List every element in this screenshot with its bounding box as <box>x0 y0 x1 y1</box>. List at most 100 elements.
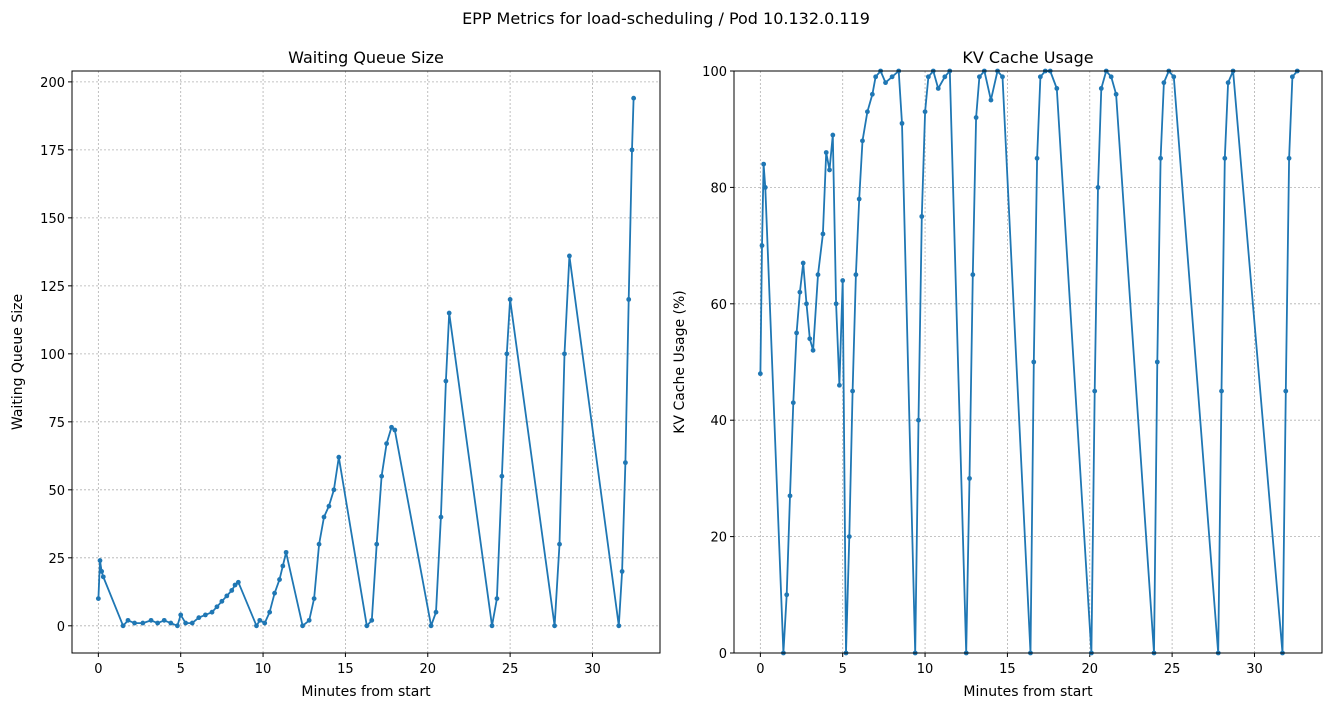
waiting-queue-data-point <box>389 424 394 430</box>
waiting-queue-panel: Waiting Queue Size Minutes from start Wa… <box>10 48 661 700</box>
kv-cache-data-point <box>1034 155 1040 161</box>
waiting-queue-ytick-label: 100 <box>40 348 65 363</box>
kv-cache-xtick-label: 15 <box>999 662 1016 677</box>
kv-cache-data-point <box>967 476 972 481</box>
waiting-queue-data-point <box>489 623 495 629</box>
waiting-queue-data-point <box>132 620 137 626</box>
waiting-queue-data-point <box>189 620 195 626</box>
waiting-queue-ylabel: Waiting Queue Size <box>10 294 26 430</box>
kv-cache-data-point <box>1154 359 1160 365</box>
waiting-queue-data-point <box>175 623 180 629</box>
kv-cache-data-point <box>797 289 803 295</box>
kv-cache-data-point <box>1286 155 1292 161</box>
kv-cache-data-point <box>988 97 994 103</box>
kv-cache-data-point <box>853 272 859 278</box>
waiting-queue-data-point <box>321 514 327 520</box>
waiting-queue-data-point <box>316 541 322 547</box>
kv-cache-data-point <box>1289 74 1295 80</box>
kv-cache-data-point <box>1283 388 1289 394</box>
waiting-queue-data-point <box>428 623 434 629</box>
kv-cache-data-point <box>846 534 852 539</box>
kv-cache-data-point <box>787 493 793 499</box>
waiting-queue-data-point <box>272 590 277 596</box>
waiting-queue-data-point <box>306 617 312 623</box>
waiting-queue-xtick-label: 10 <box>255 662 272 677</box>
waiting-queue-data-point <box>311 596 317 602</box>
waiting-queue-ytick-label: 125 <box>40 280 65 295</box>
kv-cache-data-point <box>759 243 765 249</box>
kv-cache-data-point <box>970 272 976 278</box>
kv-cache-data-point <box>804 301 809 307</box>
kv-cache-data-point <box>856 196 862 202</box>
kv-cache-data-point <box>807 336 813 342</box>
waiting-queue-data-point <box>619 569 625 574</box>
kv-cache-data-point <box>762 185 768 190</box>
waiting-queue-data-point <box>203 612 208 618</box>
kv-cache-ytick-label: 60 <box>710 298 727 313</box>
waiting-queue-data-point <box>369 617 375 623</box>
waiting-queue-data-point <box>120 623 126 629</box>
waiting-queue-data-point <box>100 574 106 580</box>
kv-cache-data-point <box>1000 74 1005 80</box>
kv-cache-data-point <box>1098 86 1104 91</box>
waiting-queue-data-point <box>140 620 146 626</box>
kv-cache-data-point <box>830 132 836 138</box>
waiting-queue-data-point <box>623 460 628 466</box>
kv-cache-data-point <box>827 167 832 173</box>
kv-cache-data-point <box>790 400 796 406</box>
kv-cache-data-point <box>800 260 806 266</box>
waiting-queue-data-point <box>374 541 380 547</box>
waiting-queue-ytick-label: 50 <box>48 484 65 499</box>
kv-cache-data-point <box>823 150 829 155</box>
kv-cache-xtick-label: 30 <box>1246 662 1263 677</box>
waiting-queue-ytick-label: 150 <box>40 212 65 227</box>
waiting-queue-data-point <box>364 623 370 629</box>
waiting-queue-data-point <box>446 310 452 316</box>
kv-cache-ytick-label: 20 <box>710 531 727 546</box>
kv-cache-data-point <box>899 120 905 126</box>
waiting-queue-data-point <box>438 514 444 520</box>
waiting-queue-data-point <box>552 623 557 629</box>
waiting-queue-ytick-label: 175 <box>40 144 65 159</box>
kv-cache-data-point <box>1158 155 1163 161</box>
kv-cache-data-point <box>1171 74 1177 80</box>
waiting-queue-data-point <box>567 253 572 259</box>
kv-cache-xtick-label: 0 <box>756 662 764 677</box>
waiting-queue-data-point <box>235 579 241 585</box>
waiting-queue-ytick-label: 0 <box>57 620 65 635</box>
waiting-queue-data-point <box>232 582 238 588</box>
kv-cache-data-point <box>1222 155 1228 161</box>
waiting-queue-data-point <box>262 620 268 626</box>
waiting-queue-data-point <box>196 615 202 621</box>
waiting-queue-xtick-label: 25 <box>502 662 519 677</box>
waiting-queue-data-point <box>161 617 167 623</box>
waiting-queue-data-point <box>433 609 439 615</box>
kv-cache-data-point <box>810 347 816 353</box>
waiting-queue-data-point <box>97 558 103 563</box>
kv-cache-data-point <box>784 592 790 598</box>
kv-cache-data-point <box>840 278 846 283</box>
kv-cache-data-point <box>1108 74 1114 80</box>
waiting-queue-data-point <box>178 612 184 618</box>
kv-cache-data-point <box>833 301 839 307</box>
waiting-queue-data-point <box>507 297 513 302</box>
waiting-queue-data-point <box>392 427 398 433</box>
kv-cache-data-point <box>869 91 875 97</box>
figure-suptitle: EPP Metrics for load-scheduling / Pod 10… <box>462 9 870 28</box>
waiting-queue-data-point <box>504 351 510 357</box>
waiting-queue-grid <box>72 71 660 653</box>
waiting-queue-data-point <box>125 617 131 623</box>
kv-cache-data-point <box>1161 80 1167 86</box>
kv-cache-data-point <box>860 138 865 144</box>
kv-cache-data-point <box>815 272 821 278</box>
kv-cache-data-point <box>1037 74 1043 80</box>
kv-cache-data-point <box>794 330 799 336</box>
kv-cache-axes-frame <box>733 70 1323 654</box>
kv-cache-ytick-label: 80 <box>710 181 727 196</box>
waiting-queue-ytick-label: 200 <box>40 76 65 91</box>
waiting-queue-xtick-label: 30 <box>584 662 601 677</box>
kv-cache-data-point <box>1092 388 1098 394</box>
kv-cache-ylabel: KV Cache Usage (%) <box>672 290 688 434</box>
kv-cache-data-point <box>889 74 895 80</box>
kv-cache-data-point <box>873 74 879 80</box>
